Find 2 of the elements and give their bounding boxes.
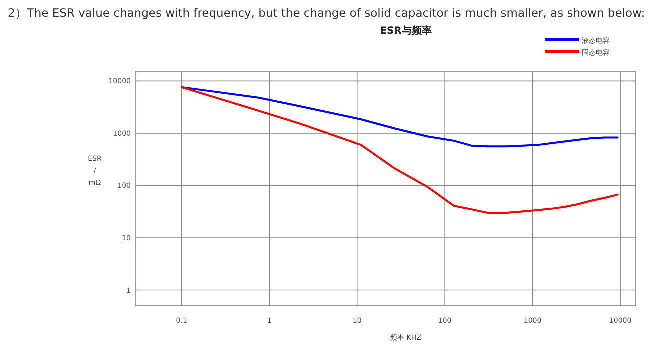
text: 2）The ESR value changes with frequency, but the change of solid capacitor is much smaller, as shown below:: [8, 6, 646, 20]
chart-title: ESR与频率: [380, 25, 432, 37]
